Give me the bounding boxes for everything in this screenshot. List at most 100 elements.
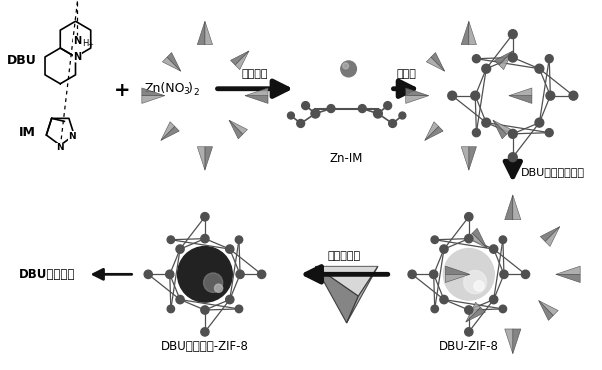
Polygon shape [445, 266, 470, 274]
Circle shape [482, 118, 491, 127]
Polygon shape [245, 96, 268, 104]
Circle shape [431, 305, 438, 313]
Circle shape [535, 118, 544, 127]
Text: N: N [69, 131, 76, 141]
Polygon shape [466, 307, 485, 322]
Text: IM: IM [19, 126, 36, 139]
Polygon shape [473, 228, 487, 248]
Circle shape [235, 236, 243, 243]
Polygon shape [161, 122, 175, 141]
Polygon shape [426, 57, 445, 71]
Polygon shape [493, 120, 507, 139]
Circle shape [509, 153, 517, 162]
Circle shape [144, 270, 152, 279]
Circle shape [535, 64, 544, 73]
Polygon shape [431, 53, 445, 71]
Polygon shape [556, 266, 580, 274]
Circle shape [473, 55, 480, 63]
Circle shape [448, 91, 456, 100]
Circle shape [343, 63, 349, 69]
Polygon shape [513, 329, 521, 354]
Circle shape [509, 53, 517, 62]
Circle shape [373, 109, 382, 118]
Polygon shape [461, 147, 469, 170]
Polygon shape [425, 122, 439, 141]
Polygon shape [504, 329, 513, 354]
Polygon shape [556, 274, 580, 283]
Polygon shape [161, 127, 179, 141]
Text: DBU离子液体-ZIF-8: DBU离子液体-ZIF-8 [161, 340, 249, 353]
Polygon shape [406, 88, 429, 96]
Text: DBU限域于孔笼中: DBU限域于孔笼中 [521, 167, 585, 177]
Circle shape [226, 245, 234, 253]
Polygon shape [469, 147, 476, 170]
Circle shape [327, 105, 335, 112]
Polygon shape [205, 21, 213, 45]
Polygon shape [539, 300, 558, 316]
Text: DBU-ZIF-8: DBU-ZIF-8 [439, 340, 498, 353]
Polygon shape [504, 195, 513, 220]
Polygon shape [197, 147, 205, 170]
Circle shape [235, 305, 243, 313]
Circle shape [167, 236, 175, 243]
Text: 3: 3 [184, 87, 189, 96]
Circle shape [176, 295, 184, 304]
Circle shape [389, 120, 397, 127]
Circle shape [465, 213, 473, 221]
Polygon shape [493, 120, 511, 134]
Circle shape [201, 213, 209, 221]
Polygon shape [245, 88, 268, 96]
Circle shape [236, 270, 244, 279]
Text: 阴离子置抛: 阴离子置抛 [327, 252, 360, 262]
Polygon shape [205, 147, 213, 170]
Circle shape [499, 305, 507, 313]
Circle shape [482, 64, 491, 73]
Polygon shape [406, 96, 429, 104]
Polygon shape [509, 96, 532, 104]
Text: N: N [73, 52, 81, 62]
Circle shape [521, 270, 530, 279]
Circle shape [545, 55, 553, 63]
Polygon shape [197, 21, 205, 45]
Circle shape [546, 91, 555, 100]
Circle shape [440, 295, 448, 304]
Circle shape [226, 295, 234, 304]
Circle shape [465, 306, 473, 314]
Circle shape [440, 245, 448, 253]
Text: Zn-IM: Zn-IM [330, 152, 364, 165]
Circle shape [499, 236, 507, 243]
Circle shape [358, 105, 366, 112]
Text: DBU离子液体: DBU离子液体 [19, 268, 75, 281]
Circle shape [176, 245, 184, 253]
Text: 配位结合: 配位结合 [241, 69, 268, 79]
Polygon shape [235, 51, 249, 70]
Text: 2: 2 [193, 88, 199, 97]
Text: N: N [73, 36, 81, 46]
Polygon shape [467, 233, 487, 248]
Polygon shape [539, 300, 553, 320]
Polygon shape [499, 51, 513, 70]
Text: ): ) [188, 82, 193, 95]
Polygon shape [347, 266, 378, 323]
Circle shape [471, 91, 480, 100]
Circle shape [178, 246, 232, 302]
Circle shape [288, 112, 294, 119]
Circle shape [201, 306, 209, 314]
Circle shape [214, 284, 223, 292]
Text: +: + [87, 42, 93, 48]
Polygon shape [163, 57, 181, 71]
Polygon shape [461, 21, 469, 45]
Circle shape [408, 270, 416, 279]
Circle shape [203, 273, 223, 292]
Polygon shape [494, 51, 513, 65]
Polygon shape [466, 302, 480, 322]
Circle shape [258, 270, 265, 279]
Polygon shape [469, 21, 476, 45]
Circle shape [341, 61, 356, 77]
Circle shape [431, 236, 438, 243]
Circle shape [166, 270, 174, 279]
Circle shape [474, 281, 484, 291]
Polygon shape [513, 195, 521, 220]
Circle shape [167, 305, 175, 313]
Polygon shape [229, 120, 247, 134]
